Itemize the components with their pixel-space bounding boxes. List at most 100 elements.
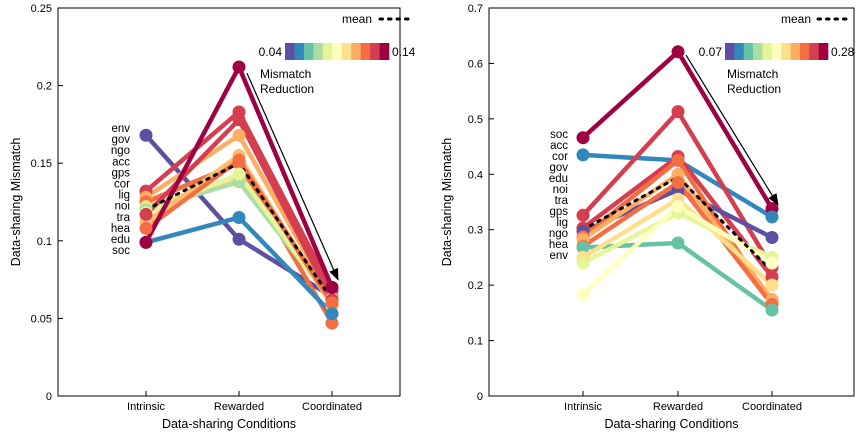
point-env <box>232 232 246 246</box>
point-acc <box>325 316 339 330</box>
point-soc <box>139 235 153 249</box>
point-env <box>139 128 153 142</box>
point-gps <box>671 176 685 190</box>
y-tick-label: 0.1 <box>468 336 483 348</box>
colorbar-swatch <box>313 43 324 60</box>
point-hea <box>139 221 153 235</box>
series-label-gov: gov <box>549 162 568 174</box>
y-tick-label: 0 <box>477 391 483 403</box>
colorbar-swatch <box>743 43 754 60</box>
series-line-mean <box>581 175 774 273</box>
colorbar-title: Mismatch <box>260 67 311 81</box>
colorbar-swatch <box>809 43 819 60</box>
series-label-tra: tra <box>555 195 569 207</box>
series-label-edu: edu <box>111 234 130 246</box>
y-tick-label: 0.2 <box>37 81 52 93</box>
point-tra <box>139 207 153 221</box>
x-axis-label: Data-sharing Conditions <box>604 417 738 431</box>
point-lig <box>765 303 779 317</box>
colorbar-swatch <box>360 43 371 60</box>
point-acc <box>576 148 590 162</box>
colorbar-max-label: 0.28 <box>831 45 855 59</box>
series-label-acc: acc <box>550 140 568 152</box>
colorbar-swatch <box>725 43 735 60</box>
y-tick-label: 0 <box>46 391 52 403</box>
colorbar-title: Reduction <box>727 82 781 96</box>
point-edu <box>232 211 246 225</box>
colorbar-title: Reduction <box>260 82 314 96</box>
point-ngo <box>765 278 779 292</box>
reduction-arrow <box>246 72 339 281</box>
reduction-arrow <box>685 54 779 206</box>
point-lig <box>671 236 685 250</box>
colorbar-max-label: 0.14 <box>392 45 416 59</box>
colorbar-swatch <box>332 43 343 60</box>
y-axis-label: Data-sharing Mismatch <box>440 138 454 267</box>
colorbar-swatch <box>294 43 305 60</box>
colorbar-swatch <box>370 43 380 60</box>
chart-panel-2: 0 0.1 0.2 0.3 0.4 0.5 0.6 0.7 Intrinsic Rewarded C… <box>440 3 855 431</box>
y-tick-label: 0.05 <box>31 313 52 325</box>
point-cor <box>576 208 590 222</box>
point-hea <box>232 153 246 167</box>
point-acc <box>765 210 779 224</box>
series-label-acc: acc <box>112 156 130 168</box>
series-label-edu: edu <box>549 173 568 185</box>
x-tick-label: Rewarded <box>214 401 264 413</box>
legend-label: mean <box>781 12 811 26</box>
series-label-cor: cor <box>552 151 568 163</box>
colorbar-swatch <box>341 43 352 60</box>
y-tick-label: 0.25 <box>31 3 52 15</box>
y-tick-label: 0.15 <box>31 158 52 170</box>
series-label-soc: soc <box>112 245 130 257</box>
y-tick-label: 0.7 <box>468 3 483 15</box>
series-line-lig <box>580 240 775 313</box>
x-tick-label: Coordinated <box>302 401 362 413</box>
x-tick-label: Intrinsic <box>564 401 602 413</box>
series-label-ngo: ngo <box>549 228 568 240</box>
point-env <box>765 256 779 270</box>
plot-frame <box>57 7 401 397</box>
series-label-gps: gps <box>549 206 568 218</box>
series-label-ngo: ngo <box>111 145 130 157</box>
y-tick-label: 0.3 <box>468 225 483 237</box>
colorbar-swatch <box>799 43 810 60</box>
y-tick-label: 0.4 <box>468 169 483 181</box>
y-tick-label: 0.2 <box>468 280 483 292</box>
point-soc <box>232 60 246 74</box>
series-label-soc: soc <box>550 129 568 141</box>
legend-label: mean <box>342 12 372 26</box>
y-tick-label: 0.5 <box>468 114 483 126</box>
series-label-cor: cor <box>114 179 130 191</box>
point-noi <box>671 153 685 167</box>
series-label-gov: gov <box>111 134 130 146</box>
point-hea <box>576 256 590 270</box>
y-axis-label: Data-sharing Mismatch <box>9 138 23 267</box>
colorbar-swatch <box>771 43 782 60</box>
point-edu <box>325 307 339 321</box>
y-tick-label: 0.1 <box>37 236 52 248</box>
colorbar-swatch <box>753 43 763 60</box>
colorbar-swatch <box>790 43 801 60</box>
point-ngo <box>232 128 246 142</box>
colorbar-swatch <box>379 43 390 60</box>
colorbar-swatch <box>351 43 361 60</box>
point-env <box>671 199 685 213</box>
colorbar-swatch <box>781 43 791 60</box>
point-soc <box>325 280 339 294</box>
x-tick-label: Intrinsic <box>127 401 165 413</box>
x-tick-label: Coordinated <box>742 401 802 413</box>
point-env <box>576 288 590 302</box>
series-label-hea: hea <box>549 239 569 251</box>
x-axis-label: Data-sharing Conditions <box>162 417 296 431</box>
colorbar-min-label: 0.04 <box>259 45 283 59</box>
point-tra <box>232 113 246 127</box>
colorbar-swatch <box>303 43 314 60</box>
series-label-gps: gps <box>111 167 130 179</box>
colorbar-swatch <box>734 43 745 60</box>
plot-frame <box>488 7 855 397</box>
series-label-noi: noi <box>115 201 130 213</box>
colorbar-swatch <box>818 43 829 60</box>
point-lig <box>576 240 590 254</box>
